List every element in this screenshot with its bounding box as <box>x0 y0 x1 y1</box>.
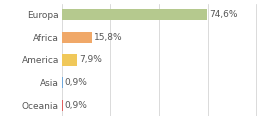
Text: 74,6%: 74,6% <box>209 10 237 19</box>
Text: 7,9%: 7,9% <box>79 55 102 64</box>
Bar <box>62 32 92 43</box>
Text: 0,9%: 0,9% <box>64 101 87 110</box>
Text: 0,9%: 0,9% <box>64 78 87 87</box>
Text: 15,8%: 15,8% <box>94 33 123 42</box>
Bar <box>62 100 63 111</box>
Bar <box>62 9 207 20</box>
Bar <box>62 54 77 66</box>
Bar <box>62 77 63 88</box>
